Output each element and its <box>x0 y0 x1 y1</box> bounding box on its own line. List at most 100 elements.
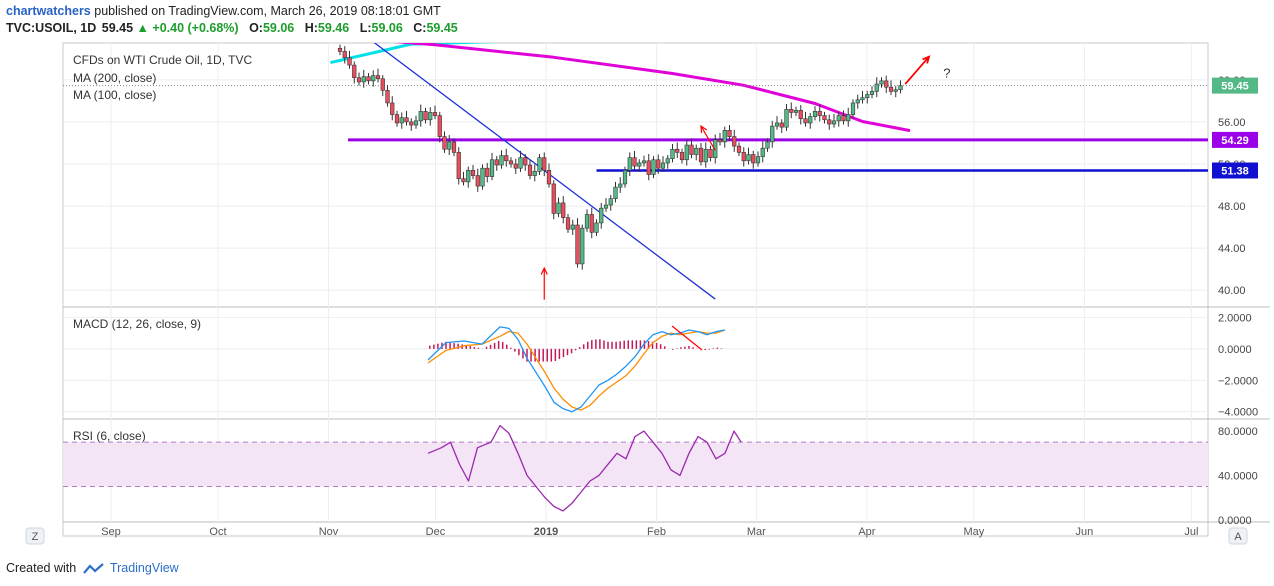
candle-body <box>394 114 400 124</box>
candle-body <box>584 214 590 229</box>
candle-body <box>565 217 571 230</box>
price-label-badge <box>1212 131 1258 148</box>
price-series <box>63 43 1208 300</box>
candle-body <box>713 139 718 158</box>
candle-body <box>817 111 822 116</box>
candle-body <box>855 99 860 104</box>
candle-body <box>770 125 775 143</box>
candle-body <box>580 227 585 265</box>
zoom-badge-label: Z <box>32 531 39 543</box>
rsi-tick-label: 40.0000 <box>1218 470 1258 482</box>
y-tick-label: 56.00 <box>1218 117 1246 129</box>
candle-body <box>561 202 566 218</box>
candle-body <box>375 75 381 80</box>
candle-body <box>632 157 637 167</box>
rsi-title: RSI (6, close) <box>73 429 146 443</box>
candle-body <box>846 114 851 122</box>
last-price: 59.45 <box>101 21 134 35</box>
candle-body <box>527 164 533 176</box>
candle-body <box>404 117 409 123</box>
y-tick-label: 40.00 <box>1218 285 1246 297</box>
rsi-band <box>63 442 1208 487</box>
macd-line <box>427 326 726 413</box>
macd-signal-line <box>427 329 726 411</box>
candle-body <box>675 148 680 153</box>
candle-body <box>884 80 889 88</box>
candle-body <box>893 89 898 92</box>
candle-body <box>551 183 556 214</box>
candle-body <box>627 157 632 171</box>
tradingview-brand-link[interactable]: TradingView <box>109 561 179 575</box>
candle-body <box>888 86 894 92</box>
annotation-arrowhead <box>700 124 708 134</box>
candle-body <box>879 80 884 85</box>
macd-annotation-arrow <box>671 325 703 351</box>
created-with-label: Created with <box>6 561 77 575</box>
candle-body <box>347 57 352 66</box>
downtrend-line <box>373 43 716 300</box>
footer: Created with TradingView <box>6 561 179 575</box>
candle-body <box>432 112 438 116</box>
candle-body <box>556 202 561 214</box>
x-tick-label: Apr <box>858 526 875 538</box>
candle-body <box>589 214 594 233</box>
rsi-line <box>427 424 742 512</box>
rsi-tick-label: 80.0000 <box>1218 426 1258 438</box>
close-label: C: <box>413 21 427 35</box>
candle-body <box>603 204 609 209</box>
candle-body <box>898 85 903 91</box>
chart-frame <box>62 42 1209 537</box>
candle-body <box>537 157 542 172</box>
macd-title: MACD (12, 26, close, 9) <box>73 317 201 331</box>
candle-body <box>732 136 737 147</box>
candle-body <box>836 115 841 122</box>
candle-body <box>523 157 528 166</box>
candle-body <box>352 64 357 79</box>
candle-body <box>494 159 499 166</box>
candle-body <box>532 171 537 176</box>
ma200-line <box>330 43 498 65</box>
candle-body <box>546 169 552 185</box>
candle-body <box>437 115 442 137</box>
low-value: 59.06 <box>371 21 403 35</box>
candle-body <box>722 130 727 143</box>
x-tick-label: Oct <box>209 526 226 538</box>
candle-body <box>708 148 713 158</box>
question-mark-annotation: ? <box>943 66 950 81</box>
candle-body <box>874 83 879 92</box>
candle-body <box>808 116 813 124</box>
x-tick-label: Jul <box>1184 526 1198 538</box>
publish-info: published on TradingView.com, March 26, … <box>94 4 441 18</box>
candle-body <box>746 154 751 162</box>
x-tick-label: Sep <box>101 526 121 538</box>
candle-body <box>390 102 395 115</box>
candle-body <box>665 158 670 164</box>
candle-body <box>613 186 618 199</box>
candle-body <box>760 147 765 157</box>
candle-body <box>727 130 732 137</box>
candle-body <box>741 152 746 162</box>
candle-body <box>456 152 461 180</box>
candle-body <box>736 145 742 153</box>
candle-body <box>409 121 414 126</box>
candle-body <box>356 77 362 83</box>
candle-body <box>575 224 580 265</box>
price-title: CFDs on WTI Crude Oil, 1D, TVC <box>73 53 252 67</box>
open-value: 59.06 <box>262 21 295 35</box>
candle-body <box>717 139 723 143</box>
macd-series <box>427 325 726 413</box>
author-link[interactable]: chartwatchers <box>6 4 91 18</box>
candle-body <box>684 144 689 161</box>
candle-body <box>499 155 504 166</box>
low-label: L: <box>359 21 372 35</box>
candle-body <box>841 115 846 122</box>
candle-body <box>822 115 827 121</box>
candle-body <box>646 160 651 175</box>
candle-body <box>461 178 466 183</box>
auto-scale-badge-label: A <box>1234 531 1242 543</box>
up-triangle-icon: ▲ <box>136 21 149 35</box>
y-tick-label: 48.00 <box>1218 201 1246 213</box>
candle-body <box>784 108 789 128</box>
candle-body <box>679 152 685 161</box>
